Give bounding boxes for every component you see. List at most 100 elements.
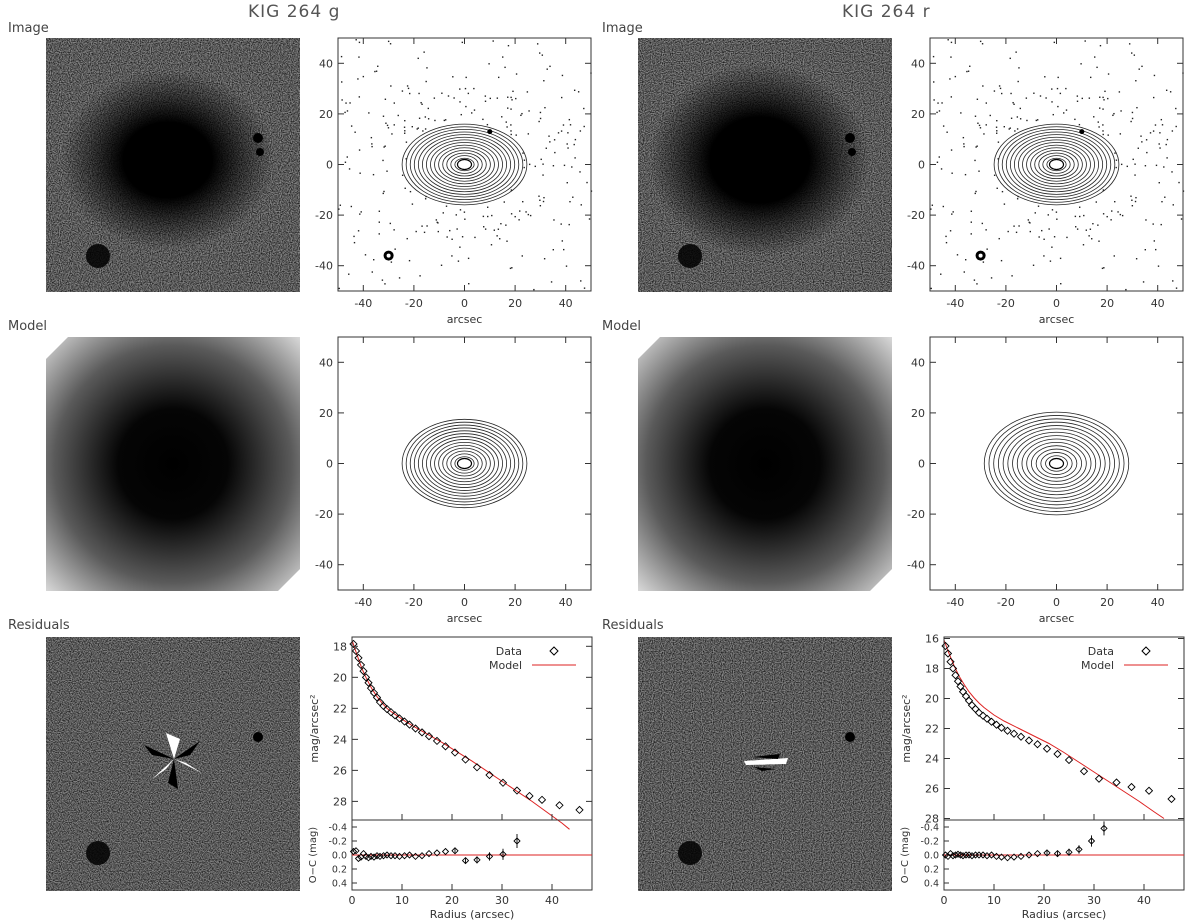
contour-speckle	[482, 215, 485, 218]
contour-speckle	[1097, 224, 1099, 226]
y-tick-label: -40	[315, 260, 333, 273]
residual-point	[1087, 837, 1096, 845]
plot-area	[930, 39, 1185, 291]
data-point	[953, 677, 963, 686]
contour-speckle	[1157, 265, 1160, 267]
model-line	[351, 639, 570, 830]
contour-speckle	[393, 102, 396, 104]
contour-speckle	[932, 55, 935, 58]
contour-speckle	[1084, 40, 1086, 42]
contour-speckle	[1110, 219, 1112, 221]
contour-speckle	[1099, 44, 1102, 47]
contour-plot-image-g: -40 40 -20 20 0 0 20 -20 40 -40 arcsec	[315, 37, 593, 326]
y-tick-label: 20	[911, 108, 925, 121]
contour-speckle	[561, 74, 564, 77]
contour-speckle	[1080, 63, 1082, 65]
residual-point	[425, 849, 433, 858]
contour-speckle	[1095, 201, 1097, 203]
contour-speckle	[1102, 96, 1104, 99]
contour-speckle	[464, 87, 467, 90]
contour-speckle	[384, 145, 386, 147]
x-tick-label: 30	[495, 894, 509, 907]
contour-speckle	[512, 90, 514, 93]
contour-speckle	[569, 200, 571, 203]
contour-speckle	[1018, 67, 1020, 69]
data-point	[1053, 749, 1062, 759]
x-tick-label: -40	[354, 596, 372, 609]
x-axis-label: Radius (arcsec)	[1022, 908, 1107, 921]
contour-speckle	[505, 224, 507, 226]
row-label-image-g: Image	[8, 21, 49, 36]
contour-speckle	[963, 143, 965, 145]
contour-speckle	[1102, 213, 1105, 215]
data-point	[974, 708, 984, 717]
contour-speckle	[416, 128, 418, 130]
contour-speckle	[442, 212, 444, 214]
contour-speckle	[437, 222, 439, 224]
contour-speckle	[1066, 236, 1068, 239]
contour-speckle	[359, 213, 361, 215]
x-tick-label: -40	[354, 297, 372, 310]
contour-speckle	[496, 97, 499, 99]
contour-speckle	[974, 192, 976, 195]
contour-speckle	[549, 65, 551, 68]
contour-speckle	[951, 213, 953, 215]
contour-speckle	[421, 225, 423, 227]
contour-line	[454, 157, 475, 172]
legend-label-data: Data	[496, 645, 522, 658]
data-point	[354, 653, 363, 663]
contour-speckle	[1076, 95, 1079, 97]
contour-speckle	[509, 267, 512, 270]
contour-speckle	[1027, 219, 1030, 221]
y-axis-label: mag/arcsec²	[900, 694, 913, 762]
contour-speckle	[522, 200, 524, 203]
contour-speckle	[1085, 229, 1088, 231]
residual-point	[379, 852, 388, 860]
data-point	[941, 641, 950, 651]
contour-speckle	[484, 100, 487, 102]
residual-point	[418, 852, 426, 860]
contour-speckle	[1003, 203, 1006, 205]
contour-speckle	[459, 88, 461, 90]
x-tick-label: -20	[405, 297, 423, 310]
contour-speckle	[1014, 130, 1016, 132]
contour-speckle	[422, 130, 424, 132]
contour-speckle	[937, 102, 939, 104]
model-line	[943, 639, 1165, 819]
data-point	[997, 723, 1006, 732]
contour-speckle	[465, 105, 467, 108]
contour-speckle	[368, 112, 370, 114]
contour-speckle	[515, 97, 517, 100]
contour-speckle	[571, 166, 573, 168]
contour-speckle	[491, 214, 493, 217]
contour-speckle	[372, 259, 375, 261]
residual-point	[959, 852, 967, 860]
contour-speckle	[1016, 128, 1019, 130]
contour-speckle	[579, 130, 582, 132]
contour-core	[456, 158, 473, 171]
contour-speckle	[545, 147, 547, 149]
contour-speckle	[527, 133, 530, 135]
y-tick-label: 18	[333, 640, 347, 653]
contour-speckle	[572, 196, 574, 198]
contour-line	[417, 134, 512, 195]
contour-line	[417, 430, 512, 497]
x-tick-label: 0	[1053, 297, 1060, 310]
contour-line	[1022, 142, 1091, 187]
contour-speckle	[1136, 106, 1138, 109]
data-point	[461, 755, 470, 764]
contour-speckle	[461, 236, 464, 238]
contour-line	[1014, 136, 1099, 193]
x-tick-label: 20	[1037, 894, 1051, 907]
contour-speckle	[1180, 218, 1183, 220]
contour-line	[1012, 431, 1101, 496]
legend-label-model: Model	[1081, 659, 1114, 672]
contour-speckle	[981, 222, 984, 225]
contour-speckle	[417, 57, 419, 60]
contour-speckle	[567, 132, 569, 134]
contour-speckle	[340, 55, 343, 58]
contour-speckle	[1130, 120, 1132, 123]
contour-speckle	[573, 143, 575, 146]
contour-speckle	[963, 271, 965, 273]
data-point	[537, 795, 547, 804]
